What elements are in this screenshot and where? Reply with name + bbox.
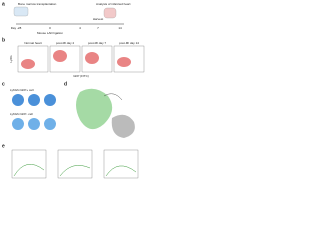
umap-cluster (111, 114, 135, 138)
column-title: post-MI day 7 (88, 41, 107, 45)
plot (11, 149, 47, 179)
time-label: 14 (118, 26, 122, 30)
panel-label: b (2, 37, 5, 43)
cell-cloud (21, 59, 35, 69)
panel-label: c (2, 81, 5, 87)
flow-plots (17, 45, 145, 73)
curve (59, 165, 91, 177)
figure: a Bone marrow transplantation Analysis o… (2, 1, 145, 179)
pie (12, 94, 24, 106)
heart-icon (103, 7, 117, 19)
y-axis-label: Ly6G (9, 55, 13, 63)
event-text: Mouse LAD ligation (37, 31, 63, 35)
column-title: post-MI day 14 (119, 41, 139, 45)
curve (13, 164, 45, 177)
panel-label: d (64, 81, 67, 87)
panel-label: a (2, 1, 5, 7)
flow-plot (17, 45, 49, 73)
x-axis-label: GFP (FITC) (73, 74, 89, 78)
pie (28, 94, 40, 106)
time-label: Day -28 (11, 26, 22, 30)
column-title: Normal heart (24, 41, 42, 45)
cell-cloud (85, 52, 99, 64)
plot (57, 149, 93, 179)
time-label: 0 (49, 26, 51, 30)
step-text: Bone marrow transplantation (18, 2, 57, 6)
pie-title: Ly6Ghi GFP+ cell (10, 88, 34, 92)
pie-title: Ly6Ghi GFP- cell (10, 112, 33, 116)
cell-cloud (117, 57, 131, 67)
pie (12, 118, 24, 130)
plot (103, 149, 139, 179)
pie (44, 118, 56, 130)
mouse-icon (13, 6, 29, 17)
time-label: 4 (79, 26, 81, 30)
panel-label: e (2, 143, 5, 149)
cell-cloud (53, 50, 67, 62)
column-title: post-MI day 4 (56, 41, 75, 45)
harvest-text: Harvest (93, 17, 104, 21)
arrow (103, 93, 123, 101)
time-label: 7 (97, 26, 99, 30)
pie (44, 94, 56, 106)
header-text: Analysis of infarcted heart (96, 2, 131, 6)
pie (28, 118, 40, 130)
umap-cluster (76, 88, 113, 130)
curve (105, 165, 137, 177)
